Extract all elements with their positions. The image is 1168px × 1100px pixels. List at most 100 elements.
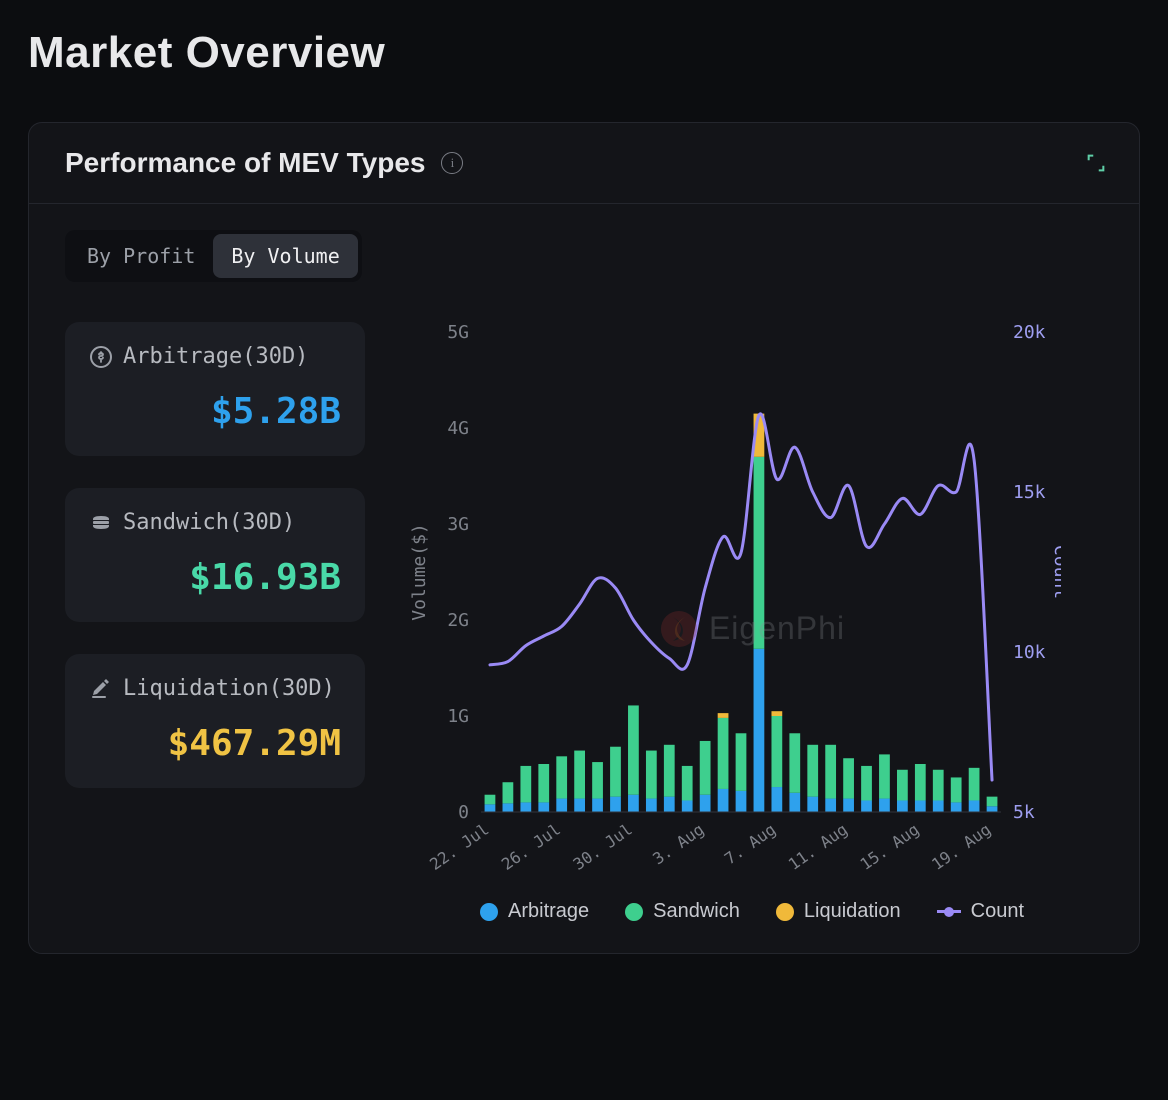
bar-san xyxy=(789,733,800,793)
bar-arb xyxy=(897,800,908,812)
stat-label: Sandwich(30D) xyxy=(123,510,295,535)
bar-arb xyxy=(754,649,765,812)
stat-head: Liquidation(30D) xyxy=(89,676,341,701)
bar-san xyxy=(700,741,711,795)
bar-san xyxy=(861,766,872,801)
bar-san xyxy=(754,457,765,649)
bar-san xyxy=(825,745,836,799)
svg-text:26. Jul: 26. Jul xyxy=(498,820,564,874)
stat-label: Liquidation(30D) xyxy=(123,676,335,701)
bar-liq xyxy=(718,713,729,718)
card-title: Performance of MEV Types xyxy=(65,147,425,179)
svg-text:1G: 1G xyxy=(447,706,469,727)
bar-san xyxy=(628,705,639,794)
svg-text:19. Aug: 19. Aug xyxy=(928,820,994,874)
expand-icon[interactable] xyxy=(1085,152,1107,174)
bar-arb xyxy=(987,806,998,812)
bar-san xyxy=(879,754,890,798)
bar-arb xyxy=(556,799,567,812)
arbitrage-icon xyxy=(89,345,113,369)
bar-san xyxy=(574,751,585,799)
bar-arb xyxy=(610,797,621,812)
svg-text:0: 0 xyxy=(458,802,469,823)
svg-text:3G: 3G xyxy=(447,514,469,535)
stat-card-sandwich[interactable]: Sandwich(30D) $16.93B xyxy=(65,488,365,622)
mev-chart: 01G2G3G4G5G5k10k15k20kVolume($)Count22. … xyxy=(401,322,1061,882)
bar-arb xyxy=(825,799,836,812)
bar-arb xyxy=(807,797,818,812)
svg-text:11. Aug: 11. Aug xyxy=(785,820,851,874)
bar-arb xyxy=(485,804,496,812)
svg-text:22. Jul: 22. Jul xyxy=(426,820,492,874)
stat-label: Arbitrage(30D) xyxy=(123,344,308,369)
bar-san xyxy=(718,718,729,789)
stat-value: $5.28B xyxy=(89,391,341,432)
bar-arb xyxy=(718,789,729,812)
legend-dot-icon xyxy=(625,903,643,921)
card-header: Performance of MEV Types i xyxy=(29,123,1139,204)
stat-value: $16.93B xyxy=(89,557,341,598)
bar-arb xyxy=(915,800,926,812)
bar-arb xyxy=(503,803,514,812)
bar-arb xyxy=(969,800,980,812)
bar-arb xyxy=(682,800,693,812)
liquidation-icon xyxy=(89,677,113,701)
legend-item-count[interactable]: Count xyxy=(937,900,1024,923)
bar-arb xyxy=(700,795,711,812)
bar-san xyxy=(646,751,657,799)
bar-san xyxy=(915,764,926,800)
bar-arb xyxy=(538,802,549,812)
bar-arb xyxy=(861,800,872,812)
bar-san xyxy=(897,770,908,801)
bar-san xyxy=(969,768,980,801)
stat-card-liquidation[interactable]: Liquidation(30D)$467.29M xyxy=(65,654,365,788)
svg-text:5k: 5k xyxy=(1013,802,1035,823)
bar-liq xyxy=(771,711,782,716)
bar-san xyxy=(664,745,675,797)
svg-text:10k: 10k xyxy=(1013,642,1046,663)
legend-item-liquidation[interactable]: Liquidation xyxy=(776,900,901,923)
svg-text:7. Aug: 7. Aug xyxy=(721,820,779,869)
legend-line-icon xyxy=(937,910,961,913)
bar-arb xyxy=(843,799,854,812)
svg-text:30. Jul: 30. Jul xyxy=(570,820,636,874)
legend-label: Sandwich xyxy=(653,900,740,923)
chart-legend: Arbitrage Sandwich Liquidation Count xyxy=(401,900,1103,923)
bar-san xyxy=(933,770,944,801)
tab-by-volume[interactable]: By Volume xyxy=(213,234,357,278)
svg-text:Count: Count xyxy=(1050,545,1061,599)
bar-arb xyxy=(771,787,782,812)
svg-text:Volume($): Volume($) xyxy=(409,523,430,621)
tab-by-profit[interactable]: By Profit xyxy=(69,234,213,278)
legend-item-arbitrage[interactable]: Arbitrage xyxy=(480,900,589,923)
bar-arb xyxy=(879,799,890,812)
bar-san xyxy=(771,716,782,787)
bar-san xyxy=(520,766,531,802)
legend-item-sandwich[interactable]: Sandwich xyxy=(625,900,740,923)
bar-san xyxy=(503,782,514,803)
legend-label: Arbitrage xyxy=(508,900,589,923)
bar-san xyxy=(538,764,549,802)
bar-san xyxy=(592,762,603,798)
svg-text:3. Aug: 3. Aug xyxy=(649,820,707,869)
bar-san xyxy=(556,756,567,798)
bar-san xyxy=(736,733,747,791)
bar-arb xyxy=(951,802,962,812)
svg-text:15. Aug: 15. Aug xyxy=(856,820,922,874)
bar-arb xyxy=(664,797,675,812)
svg-text:20k: 20k xyxy=(1013,322,1046,343)
bar-arb xyxy=(646,799,657,812)
bar-san xyxy=(610,747,621,797)
bar-san xyxy=(843,758,854,798)
legend-dot-icon xyxy=(480,903,498,921)
bar-arb xyxy=(736,791,747,812)
bar-arb xyxy=(789,793,800,812)
stat-card-arbitrage[interactable]: Arbitrage(30D) $5.28B xyxy=(65,322,365,456)
bar-arb xyxy=(520,802,531,812)
stat-column: Arbitrage(30D) $5.28B Sandwich(30D) $16.93B… xyxy=(65,322,365,788)
info-icon[interactable]: i xyxy=(441,152,463,174)
bar-arb xyxy=(574,799,585,812)
bar-arb xyxy=(628,795,639,812)
legend-label: Count xyxy=(971,900,1024,923)
svg-text:5G: 5G xyxy=(447,322,469,343)
